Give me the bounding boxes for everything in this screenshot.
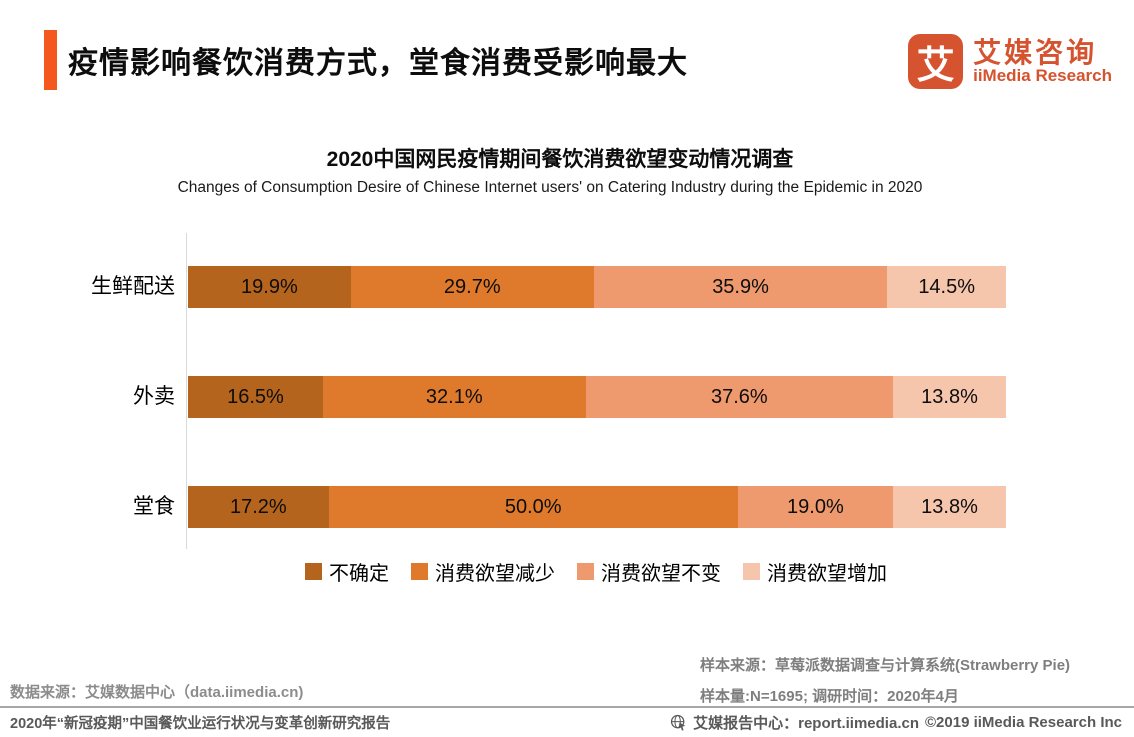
legend-swatch (305, 563, 322, 580)
bar-segment: 17.2% (188, 486, 329, 528)
bar-value-label: 32.1% (425, 385, 483, 408)
legend-swatch (743, 563, 760, 580)
bar-track: 16.5% 32.1% 37.6% 13.8% (188, 376, 1006, 418)
bar-segment: 19.0% (737, 486, 894, 528)
bar-value-label: 50.0% (504, 495, 562, 518)
footer-bar: 2020年“新冠疫期”中国餐饮业运行状况与变革创新研究报告 艾媒报告中心：rep… (0, 706, 1134, 737)
title-accent-bar (44, 30, 57, 90)
chart-subtitle: Changes of Consumption Desire of Chinese… (177, 179, 923, 196)
legend-swatch (577, 563, 594, 580)
bar-value-label: 13.8% (921, 385, 978, 408)
footer-right: 艾媒报告中心：report.iimedia.cn ©2019 iiMedia R… (670, 712, 1122, 733)
bar-row: 生鲜配送 19.9% 29.7% 35.9% 14.5% (91, 266, 1006, 308)
stacked-bar-chart: 生鲜配送 19.9% 29.7% 35.9% 14.5% 外卖 16.5% 32.1% 37.6… (91, 233, 1006, 549)
legend-swatch (411, 563, 428, 580)
bar-value-label: 19.0% (787, 495, 844, 518)
bar-segment: 29.7% (350, 266, 594, 308)
sample-size-text: 样本量:N=1695; 调研时间：2020年4月 (700, 688, 959, 705)
bar-value-label: 37.6% (710, 385, 768, 408)
category-label: 生鲜配送 (91, 275, 175, 298)
legend-item: 消费欲望减少 (411, 557, 555, 586)
category-label: 外卖 (133, 385, 175, 408)
legend-item: 消费欲望增加 (743, 557, 887, 586)
bar-track: 17.2% 50.0% 19.0% 13.8% (188, 486, 1006, 528)
legend-label: 不确定 (329, 563, 389, 585)
category-label: 堂食 (133, 495, 175, 518)
data-source-text: 数据来源：艾媒数据中心（data.iimedia.cn) (10, 684, 304, 701)
footer-report-title: 2020年“新冠疫期”中国餐饮业运行状况与变革创新研究报告 (10, 716, 391, 732)
bar-value-label: 13.8% (921, 495, 978, 518)
globe-icon (671, 714, 686, 731)
bar-row: 堂食 17.2% 50.0% 19.0% 13.8% (133, 486, 1006, 528)
bar-row: 外卖 16.5% 32.1% 37.6% 13.8% (133, 376, 1006, 418)
bar-segment: 13.8% (893, 486, 1006, 528)
sample-notes: 样本来源：草莓派数据调查与计算系统(Strawberry Pie) 样本量:N=… (700, 650, 1070, 712)
bar-segment: 35.9% (593, 266, 888, 308)
bar-value-label: 17.2% (229, 495, 287, 518)
bar-segment: 16.5% (188, 376, 323, 418)
footer-report-center: 艾媒报告中心：report.iimedia.cn (693, 715, 919, 732)
bar-segment: 32.1% (322, 376, 586, 418)
bar-value-label: 14.5% (918, 275, 976, 298)
sample-source-text: 样本来源：草莓派数据调查与计算系统(Strawberry Pie) (700, 657, 1071, 674)
bar-segment: 19.9% (188, 266, 351, 308)
legend-label: 消费欲望增加 (767, 563, 887, 585)
bar-value-label: 19.9% (241, 275, 298, 298)
iimedia-logo: 艾 艾媒咨询 iiMedia Research (908, 34, 1112, 89)
legend-item: 消费欲望不变 (577, 557, 721, 586)
bar-value-label: 35.9% (712, 275, 769, 298)
legend-item: 不确定 (305, 557, 389, 586)
bar-segment: 50.0% (328, 486, 738, 528)
bar-segment: 14.5% (887, 266, 1006, 308)
bar-track: 19.9% 29.7% 35.9% 14.5% (188, 266, 1006, 308)
bar-value-label: 16.5% (227, 385, 284, 408)
bar-value-label: 29.7% (443, 275, 501, 298)
legend: 不确定 消费欲望减少 消费欲望不变 消费欲望增加 (186, 557, 1006, 586)
legend-label: 消费欲望减少 (435, 563, 555, 585)
page-title: 疫情影响餐饮消费方式，堂食消费受影响最大 (68, 47, 688, 80)
chart-title: 2020中国网民疫情期间餐饮消费欲望变动情况调查 (326, 148, 794, 171)
logo-name-en: iiMedia Research (973, 66, 1112, 86)
footer-copyright: ©2019 iiMedia Research Inc (925, 714, 1122, 731)
logo-name-cn: 艾媒咨询 (973, 36, 1098, 68)
iimedia-logo-icon: 艾 (908, 34, 964, 89)
legend-label: 消费欲望不变 (601, 563, 721, 585)
bar-segment: 13.8% (893, 376, 1006, 418)
bar-segment: 37.6% (585, 376, 894, 418)
logo-text: 艾媒咨询 iiMedia Research (973, 36, 1112, 86)
